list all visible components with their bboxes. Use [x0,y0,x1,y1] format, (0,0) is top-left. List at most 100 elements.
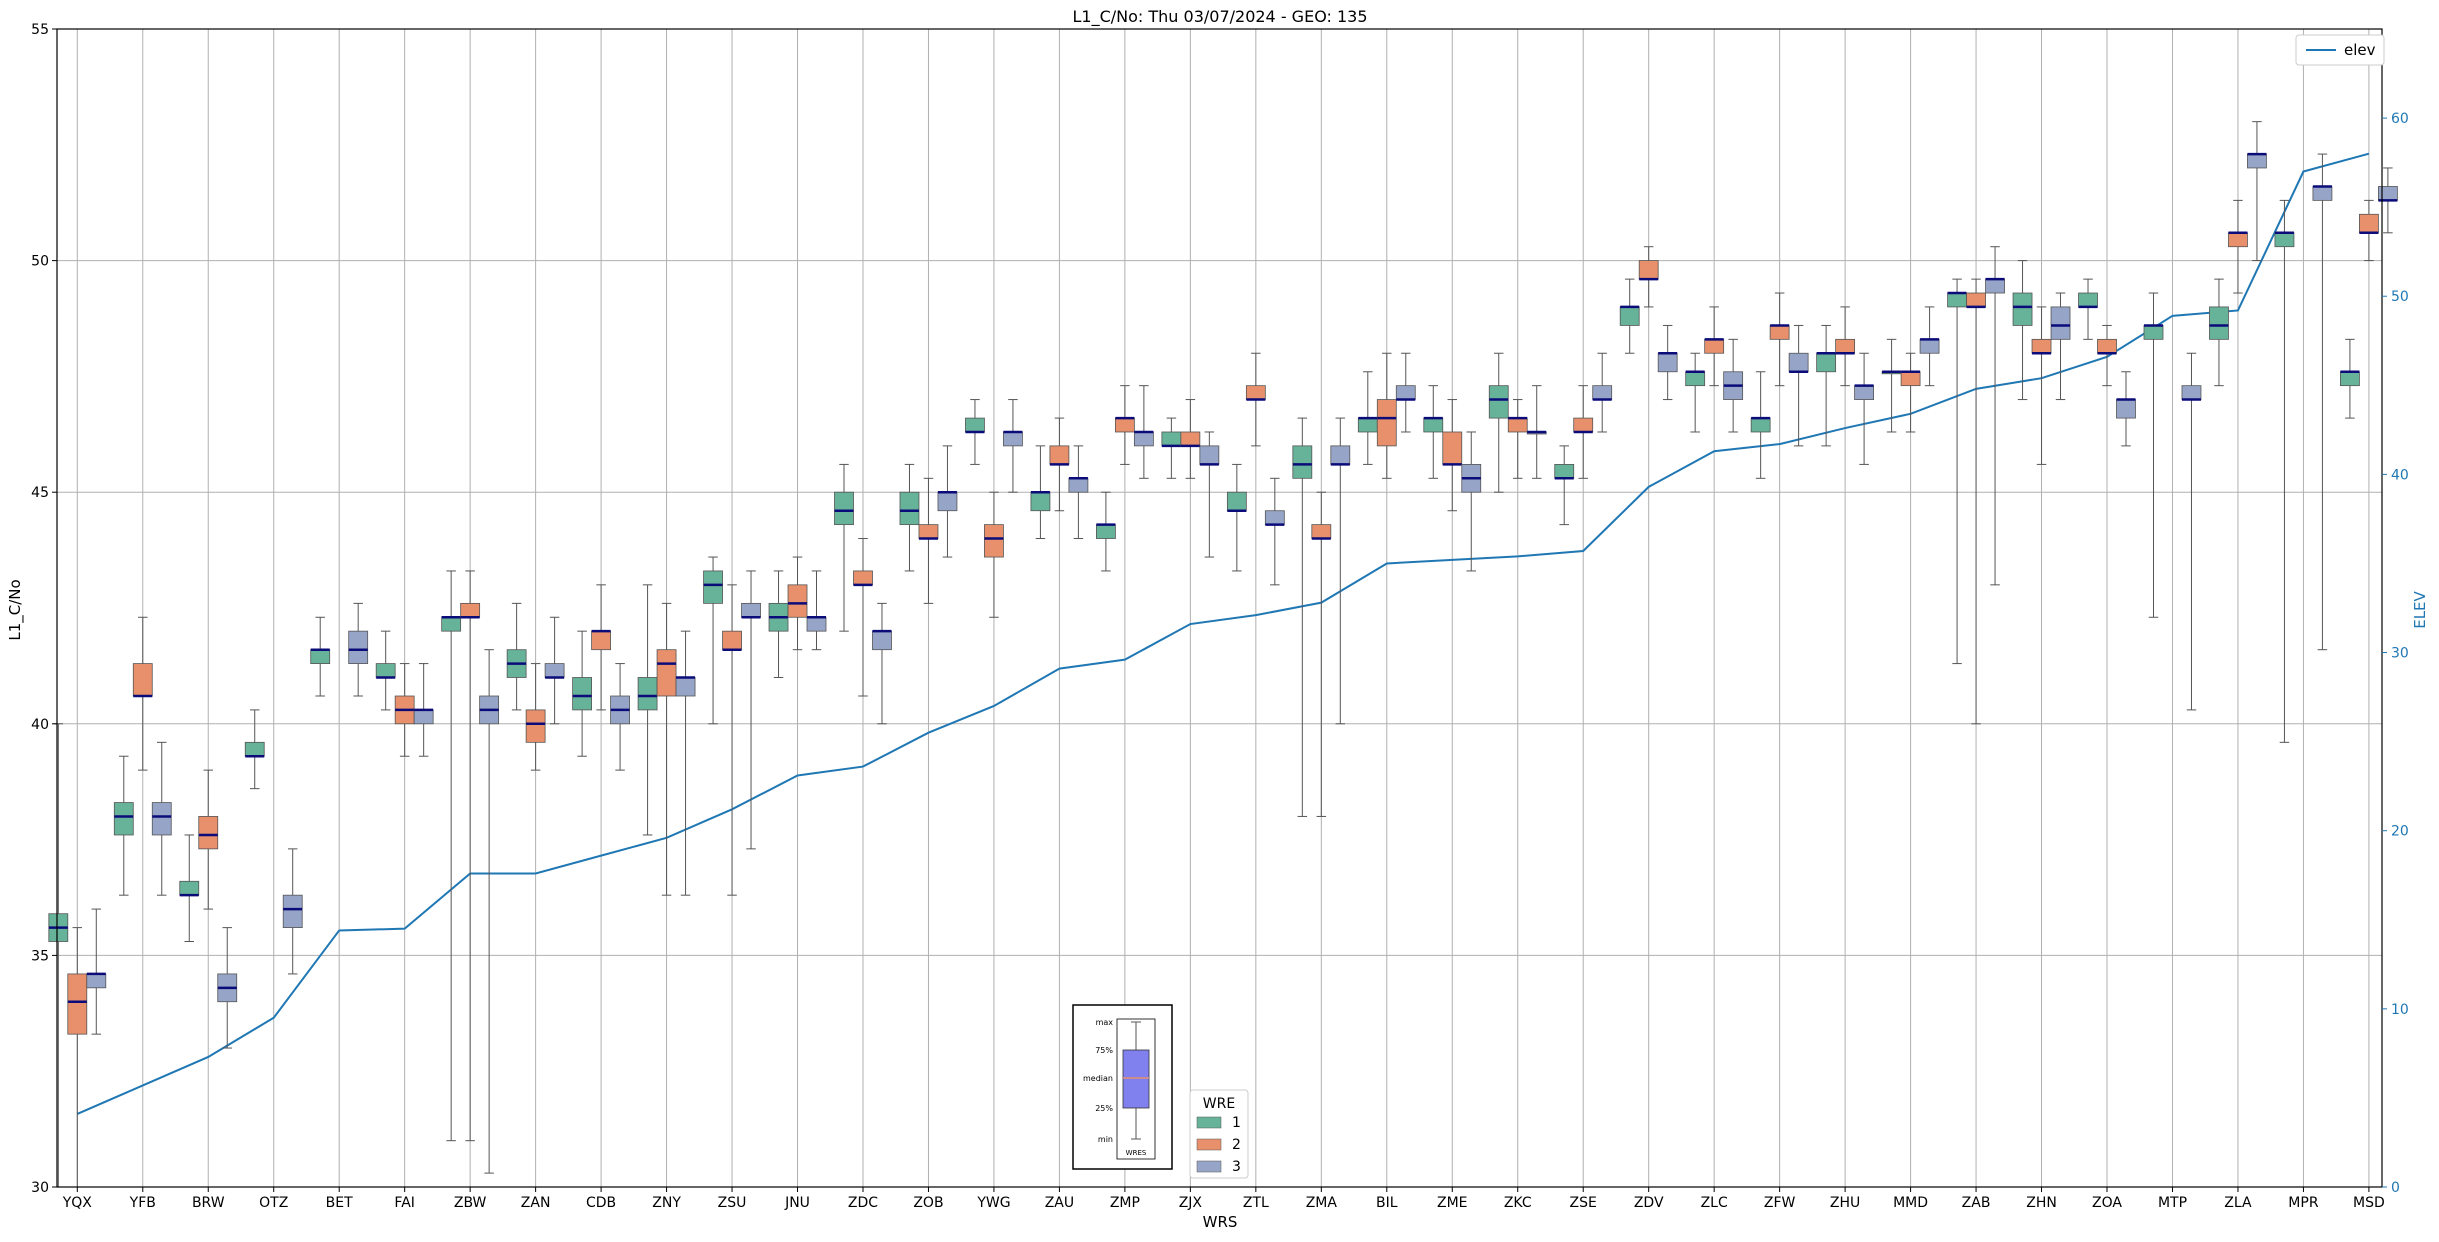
x-tick-label: CDB [586,1195,616,1211]
x-tick-label: FAI [394,1195,414,1211]
y-right-tick-label: 30 [2391,646,2409,662]
box-wre-3 [1788,352,1809,373]
wre-legend-label-3: 3 [1232,1159,1241,1175]
box-wre-2 [722,630,742,651]
box-wre-1 [2078,292,2098,308]
box-wre-3 [2116,399,2136,419]
y-right-tick-label: 0 [2391,1180,2400,1196]
x-axis-label: WRS [1203,1213,1238,1231]
box-wre-2 [460,602,481,618]
x-tick-label: ZAN [521,1195,551,1211]
x-tick-label: ZHN [2026,1195,2057,1211]
x-tick-label: ZNY [652,1195,681,1211]
x-tick-label: ZMP [1110,1195,1140,1211]
box-wre-2 [591,630,611,651]
box-wre-2 [1114,417,1135,433]
box-wre-3 [1133,431,1154,447]
box-wre-3 [1199,445,1220,465]
box-wre-3 [937,491,958,512]
box-wre-3 [1264,510,1285,526]
box-wre-3 [872,630,892,651]
box-wre-1 [2274,232,2295,248]
y-right-tick-label: 50 [2391,289,2409,305]
box-wre-1 [1096,524,1116,539]
wre-legend-swatch-3 [1196,1160,1222,1173]
box-wre-3 [544,663,565,678]
box-wre-1 [310,649,331,664]
elev-legend-label: elev [2344,41,2376,59]
box-wre-2 [918,524,939,539]
x-tick-label: ZDV [1634,1195,1664,1211]
inset-label-max: max [1096,1018,1114,1027]
chart-title: L1_C/No: Thu 03/07/2024 - GEO: 135 [1072,7,1367,27]
box-wre-3 [86,973,107,989]
box-wre-1 [1554,464,1575,479]
box-wre-1 [703,570,723,604]
elev-legend: elev [2295,34,2385,66]
y-right-tick-label: 60 [2391,111,2409,127]
box-wre-2 [1966,292,1986,308]
x-tick-label: ZSU [718,1195,747,1211]
box-wre-1 [1685,371,1706,387]
x-tick-label: ZFW [1764,1195,1796,1211]
box-wre-3 [741,602,761,618]
y-axis-label: L1_C/No [6,579,25,640]
box-wre-2 [1900,371,1921,387]
box-wre-3 [1068,477,1089,493]
box-wre-1 [1292,445,1313,479]
box-wre-1 [1161,431,1182,447]
x-tick-label: ZLC [1701,1195,1728,1211]
y-right-tick-label: 40 [2391,467,2409,483]
box-wre-3 [1395,385,1416,400]
box-wre-3 [2247,153,2267,169]
box-wre-3 [675,677,696,697]
box-wre-3 [348,630,369,664]
box-wre-2 [656,649,677,697]
x-tick-label: YQX [62,1195,93,1211]
x-tick-label: BET [326,1195,353,1211]
box-wre-3 [1657,352,1678,373]
elev-line [76,152,2370,1115]
x-tick-label: MTP [2158,1195,2187,1211]
y-tick-label: 35 [31,948,49,964]
x-tick-label: OTZ [259,1195,288,1211]
x-tick-label: ZSE [1570,1195,1597,1211]
box-wre-1 [244,741,265,757]
box-wre-2 [1311,524,1332,539]
x-tick-label: MSD [2353,1195,2385,1211]
box-wre-1 [899,491,920,526]
box-wre-2 [132,663,153,697]
box-wre-1 [179,880,200,896]
box-wre-1 [965,417,985,433]
box-wre-2 [2097,338,2117,354]
inset-boxplot-legend: max 75% median 25% min WRES [1072,1004,1173,1170]
wre-legend-swatch-2 [1196,1138,1222,1151]
x-tick-label: ZOB [913,1195,943,1211]
box-wre-1 [572,677,592,711]
box-wre-1 [1750,417,1771,433]
x-tick-label: YFB [129,1195,156,1211]
inset-label-75: 75% [1095,1046,1113,1055]
box-wre-1 [1357,417,1378,433]
box-wre-2 [525,709,546,743]
box-wre-3 [2377,186,2398,201]
x-tick-label: ZJX [1179,1195,1203,1211]
box-wre-2 [2228,232,2248,248]
box-wre-1 [2143,325,2164,340]
x-tick-label: ZLA [2224,1195,2252,1211]
box-wre-3 [2050,306,2071,340]
x-tick-label: JNU [784,1195,810,1211]
box-wre-3 [1985,278,2005,294]
box-wre-1 [1619,306,1640,326]
box-wre-1 [834,491,854,526]
box-wre-1 [1816,352,1837,373]
x-tick-label: ZTL [1243,1195,1269,1211]
y-tick-label: 30 [31,1180,49,1196]
box-wre-1 [2340,371,2360,387]
inset-label-min: min [1098,1135,1113,1144]
x-tick-label: BIL [1376,1195,1398,1211]
plot-frame [56,28,2383,1188]
box-wre-3 [1330,445,1351,465]
y-tick-label: 45 [31,485,49,501]
